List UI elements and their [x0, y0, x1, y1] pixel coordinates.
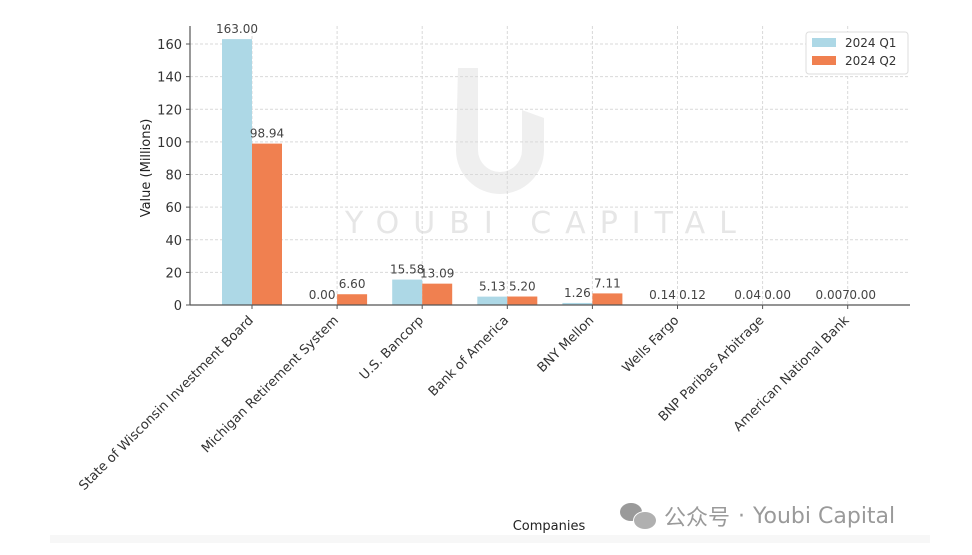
value-label: 163.00: [216, 22, 258, 36]
y-tick-label: 80: [165, 169, 182, 184]
x-axis-labels: State of Wisconsin Investment BoardMichi…: [76, 305, 853, 494]
bar-q2: [507, 296, 538, 305]
x-axis-title: Companies: [513, 519, 586, 534]
x-category-label: BNY Mellon: [535, 313, 597, 375]
value-label: 1.26: [564, 286, 591, 300]
grid-lines: [190, 26, 910, 305]
legend-item-label: 2024 Q2: [845, 54, 896, 68]
value-label: 6.60: [339, 277, 366, 291]
bar-q2: [337, 294, 368, 305]
x-category-label: Michigan Retirement System: [199, 313, 342, 456]
value-labels: 163.00 0.00 15.58 5.13 1.26 0.14 0.04 0.007 98.9…: [216, 22, 876, 302]
value-label: 0.007: [816, 288, 850, 302]
x-category-label: Bank of America: [426, 313, 512, 399]
bar-q1: [222, 39, 252, 305]
value-label: 0.04: [734, 288, 761, 302]
bar-q1: [562, 302, 593, 305]
value-label: 0.14: [649, 288, 676, 302]
x-category-label: State of Wisconsin Investment Board: [76, 313, 256, 493]
value-label: 98.94: [250, 127, 284, 141]
x-category-label: U.S. Bancorp: [357, 313, 427, 383]
bar-q1: [392, 279, 423, 305]
value-label: 0.00: [309, 288, 336, 302]
value-label: 15.58: [390, 263, 424, 277]
value-label: 7.11: [594, 276, 621, 290]
y-tick-label: 60: [165, 201, 182, 216]
axes: [189, 26, 910, 306]
y-axis-title: Value (Millions): [139, 119, 154, 218]
watermark-text: YOUBI CAPITAL: [344, 206, 750, 241]
value-label: 13.09: [420, 267, 454, 281]
bar-q2: [422, 283, 453, 305]
y-tick-label: 40: [165, 234, 182, 249]
value-label: 5.20: [509, 280, 536, 294]
value-label: 0.00: [764, 288, 791, 302]
footer-bar: [50, 535, 930, 543]
y-tick-label: 20: [165, 266, 182, 281]
footer-account: Youbi Capital: [753, 503, 896, 529]
footer-separator: ·: [738, 503, 746, 529]
x-category-label: Wells Fargo: [620, 313, 683, 376]
y-tick-label: 100: [157, 136, 182, 151]
y-tick-label: 0: [174, 299, 182, 314]
y-tick-label: 140: [157, 71, 182, 86]
bar-q2: [252, 143, 282, 305]
value-label: 0.12: [679, 288, 706, 302]
bars: [222, 39, 848, 305]
value-label: 0.00: [849, 288, 876, 302]
footer-platform: 公众号: [664, 506, 731, 531]
y-tick-label: 120: [157, 103, 182, 118]
y-axis-ticks: 0 20 40 60 80 100 120 140 160: [157, 38, 190, 314]
value-label: 5.13: [479, 280, 506, 294]
bar-q1: [477, 296, 508, 305]
legend: 2024 Q1 2024 Q2: [805, 31, 909, 75]
bar-q2: [592, 293, 623, 305]
legend-item-label: 2024 Q1: [845, 36, 896, 50]
wechat-icon: [620, 503, 657, 530]
footer-attribution: 公众号 · Youbi Capital: [620, 500, 895, 532]
watermark-logo: YOUBI CAPITAL: [344, 68, 750, 241]
y-tick-label: 160: [157, 38, 182, 53]
